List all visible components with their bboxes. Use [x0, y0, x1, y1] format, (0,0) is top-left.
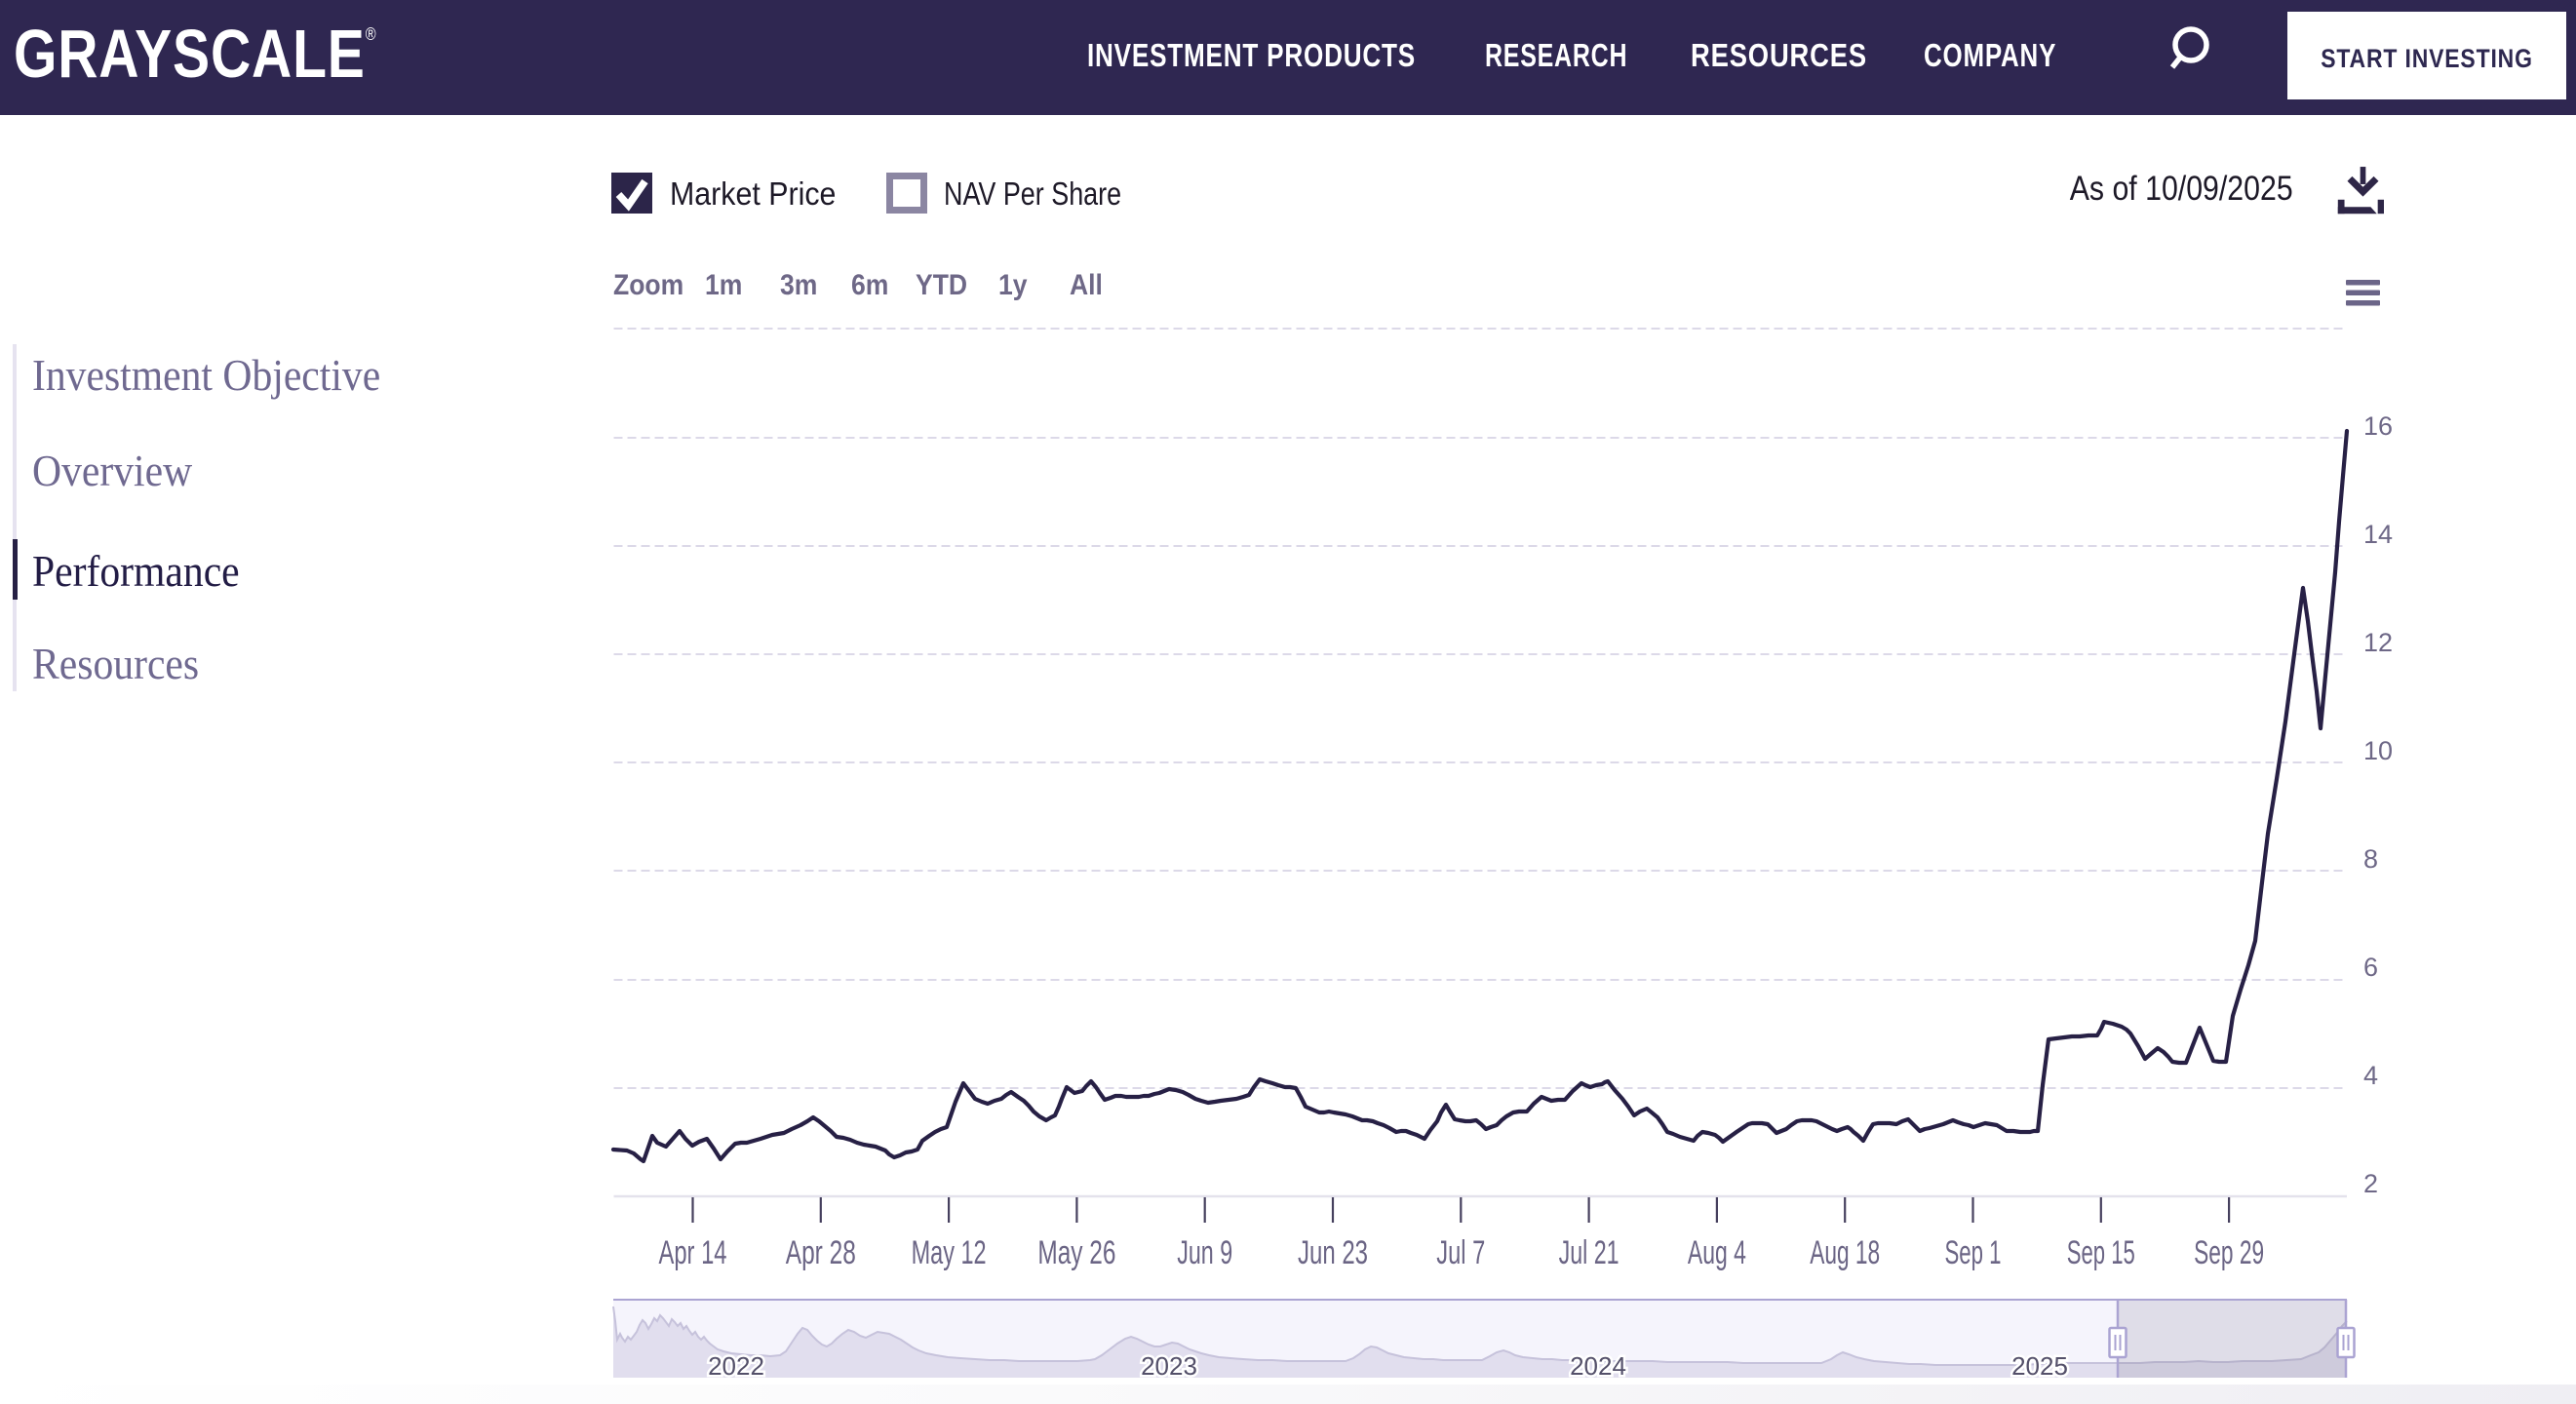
svg-text:6: 6 — [2363, 953, 2378, 982]
svg-text:Aug 18: Aug 18 — [1810, 1234, 1880, 1271]
svg-text:Jun 23: Jun 23 — [1298, 1234, 1368, 1271]
svg-text:16: 16 — [2363, 411, 2393, 441]
svg-text:May 12: May 12 — [912, 1234, 987, 1271]
svg-text:2023: 2023 — [1141, 1351, 1197, 1381]
svg-text:Apr 14: Apr 14 — [659, 1234, 727, 1271]
svg-text:Sep 15: Sep 15 — [2067, 1234, 2135, 1271]
svg-text:8: 8 — [2363, 844, 2378, 874]
svg-text:12: 12 — [2363, 628, 2393, 657]
svg-text:Jul 21: Jul 21 — [1559, 1234, 1620, 1271]
svg-text:14: 14 — [2363, 520, 2393, 549]
svg-text:Sep 29: Sep 29 — [2194, 1234, 2264, 1271]
svg-text:2022: 2022 — [708, 1351, 764, 1381]
svg-text:4: 4 — [2363, 1061, 2378, 1090]
svg-text:Jul 7: Jul 7 — [1436, 1234, 1485, 1271]
svg-text:Apr 28: Apr 28 — [786, 1234, 856, 1271]
svg-text:Sep 1: Sep 1 — [1945, 1234, 2002, 1271]
svg-text:2: 2 — [2363, 1169, 2378, 1198]
svg-text:10: 10 — [2363, 736, 2393, 765]
svg-text:Jun 9: Jun 9 — [1177, 1234, 1232, 1271]
svg-text:Aug 4: Aug 4 — [1688, 1234, 1746, 1271]
svg-text:May 26: May 26 — [1037, 1234, 1115, 1271]
svg-text:2024: 2024 — [1570, 1351, 1626, 1381]
svg-text:2025: 2025 — [2011, 1351, 2068, 1381]
